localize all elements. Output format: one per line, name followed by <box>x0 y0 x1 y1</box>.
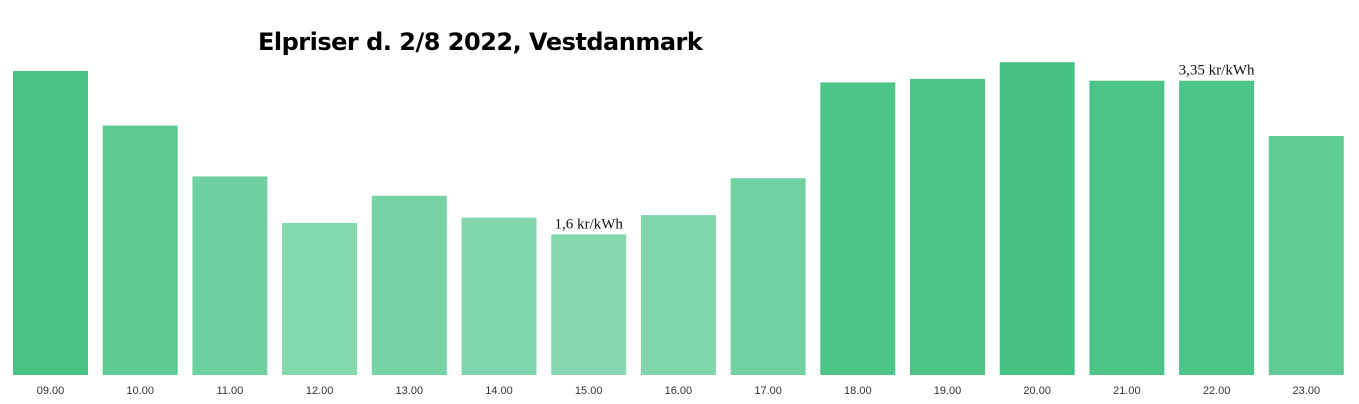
x-tick-label: 23.00 <box>1293 385 1321 397</box>
x-tick-label: 12.00 <box>306 385 334 397</box>
bar-17.00 <box>730 178 806 375</box>
bar-21.00 <box>1089 80 1165 375</box>
data-labels: 1,6 kr/kWh 3,35 kr/kWh <box>555 63 1255 233</box>
x-tick-label: 10.00 <box>126 385 154 397</box>
x-tick-label: 22.00 <box>1203 385 1231 397</box>
bar-22.00 <box>1179 80 1255 375</box>
bars-group <box>13 62 1344 376</box>
bar-23.00 <box>1268 136 1344 375</box>
x-tick-label: 11.00 <box>217 385 244 397</box>
bar-20.00 <box>999 62 1075 375</box>
x-tick-label: 21.00 <box>1113 385 1141 397</box>
x-tick-label: 18.00 <box>844 385 872 397</box>
bar-13.00 <box>371 195 447 375</box>
bar-19.00 <box>910 78 985 376</box>
bar-18.00 <box>820 82 896 376</box>
bar-15.00 <box>551 234 627 375</box>
x-tick-label: 20.00 <box>1023 385 1051 397</box>
x-tick-label: 14.00 <box>485 385 513 397</box>
bar-14.00 <box>461 217 537 375</box>
bar-12.00 <box>282 223 358 375</box>
x-tick-label: 09.00 <box>37 385 65 397</box>
bar-16.00 <box>640 215 716 375</box>
chart-title: Elpriser d. 2/8 2022, Vestdanmark <box>258 28 703 56</box>
bar-10.00 <box>102 125 178 375</box>
x-tick-label: 19.00 <box>934 385 962 397</box>
bar-11.00 <box>192 176 268 375</box>
x-tick-labels: 09.00 10.00 11.00 12.00 13.00 14.00 15.00 16.00… <box>37 385 1320 397</box>
bar-09.00 <box>13 71 88 375</box>
x-tick-label: 15.00 <box>575 385 603 397</box>
x-tick-label: 13.00 <box>396 385 424 397</box>
x-tick-label: 17.00 <box>754 385 782 397</box>
data-label: 3,35 kr/kWh <box>1179 63 1255 79</box>
x-tick-label: 16.00 <box>665 385 693 397</box>
data-label: 1,6 kr/kWh <box>555 216 624 232</box>
